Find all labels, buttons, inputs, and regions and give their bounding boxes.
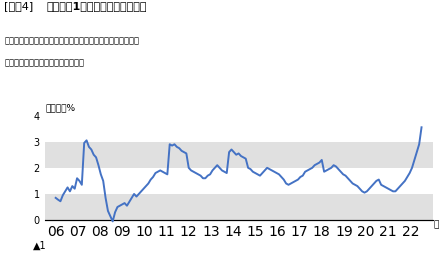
- Text: [図表4]: [図表4]: [4, 1, 34, 11]
- Bar: [45, 142, 433, 168]
- Text: ▲1: ▲1: [33, 241, 47, 251]
- Bar: [45, 194, 433, 220]
- Text: 出所：内閣府「消費動向調査」よりニッセイ基礎研究所作成: 出所：内閣府「消費動向調査」よりニッセイ基礎研究所作成: [4, 36, 140, 45]
- Text: 前年比、%: 前年比、%: [45, 104, 76, 112]
- Text: 注：総世帯、原数値。加重平均値。: 注：総世帯、原数値。加重平均値。: [4, 59, 84, 68]
- Text: 消費者の1年後の予想インフレ率: 消費者の1年後の予想インフレ率: [47, 1, 147, 11]
- Text: 年: 年: [434, 220, 439, 229]
